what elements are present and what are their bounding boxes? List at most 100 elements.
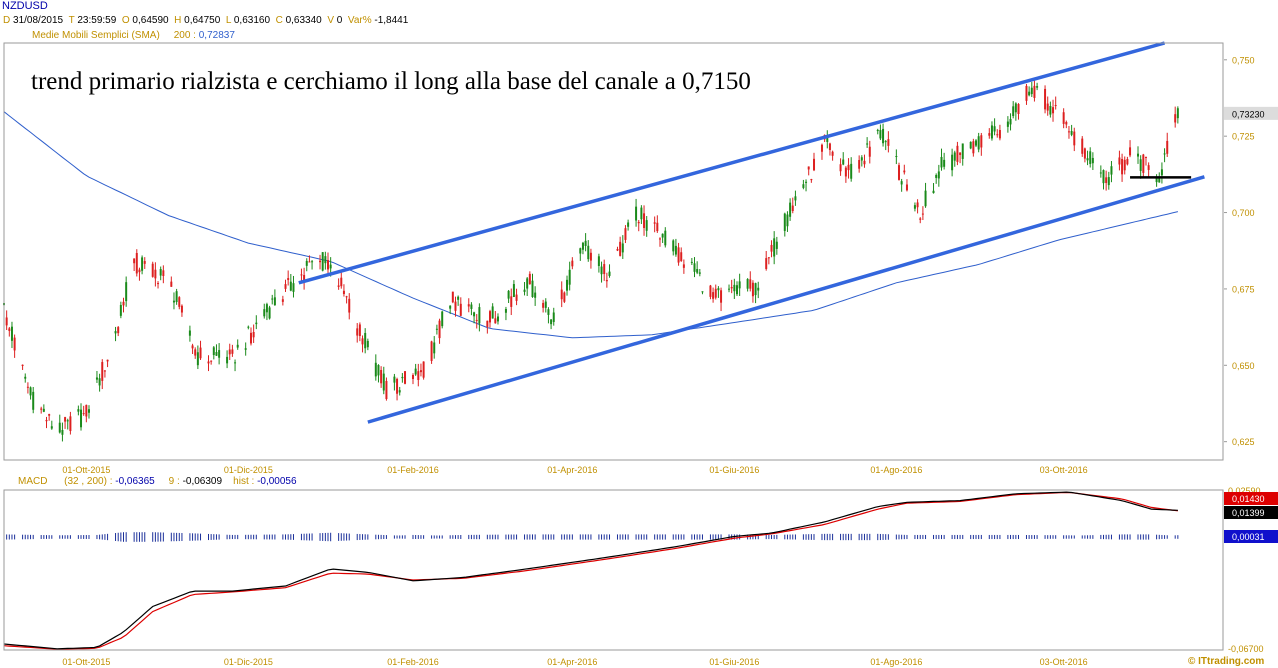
candle-body: [1012, 106, 1015, 117]
candle-body: [913, 205, 916, 209]
candle-body: [13, 337, 16, 351]
candle-body: [661, 233, 664, 238]
candle-body: [935, 175, 938, 178]
candle-body: [621, 243, 624, 253]
last-price-label: 0,73230: [1232, 109, 1265, 119]
candle-body: [866, 143, 869, 145]
candle-body: [5, 317, 8, 326]
candle-body: [215, 352, 218, 356]
candle-body: [119, 304, 122, 316]
candle-body: [879, 130, 882, 139]
candle-body: [1160, 169, 1163, 176]
price-frame: [3, 42, 1224, 461]
price-x-tick-label: 01-Feb-2016: [387, 465, 439, 475]
candle-body: [340, 277, 343, 287]
candle-body: [32, 391, 35, 410]
candle-body: [196, 352, 199, 366]
t-val: 23:59:59: [77, 15, 117, 26]
candle-body: [103, 370, 106, 372]
price-y-tick-label: 0,750: [1232, 55, 1255, 65]
candle-body: [234, 362, 237, 364]
candle-body: [231, 349, 234, 354]
candle-body: [433, 342, 436, 354]
candle-body: [507, 290, 510, 299]
candle-body: [42, 408, 45, 412]
candle-body: [579, 248, 582, 254]
candle-body: [730, 286, 733, 289]
candle-body: [1137, 153, 1140, 157]
candle-body: [643, 213, 646, 229]
candle-body: [749, 279, 752, 289]
trend-annotation: trend primario rialzista e cerchiamo il …: [31, 68, 751, 95]
candle-body: [467, 304, 470, 307]
candle-body: [531, 280, 534, 298]
candle-body: [831, 151, 834, 156]
candle-body: [329, 264, 332, 269]
candle-body: [135, 252, 138, 274]
candle-body: [1073, 131, 1076, 146]
candle-body: [972, 141, 975, 154]
candle-body: [489, 311, 492, 323]
candle-body: [50, 426, 53, 429]
candle-body: [162, 270, 165, 277]
candle-body: [324, 256, 327, 264]
candle-body: [1017, 104, 1020, 114]
candle-body: [587, 245, 590, 260]
candle-body: [414, 368, 417, 375]
candle-body: [40, 408, 43, 410]
candle-body: [897, 165, 900, 180]
candle-body: [178, 297, 181, 307]
var-val: -1,8441: [374, 15, 409, 26]
candle-body: [207, 361, 210, 364]
candle-body: [1033, 85, 1036, 98]
price-y-tick-label: 0,725: [1232, 132, 1255, 142]
candle-body: [783, 213, 786, 231]
candle-body: [311, 261, 314, 263]
candle-body: [515, 294, 518, 301]
candle-body: [303, 275, 306, 283]
candle-body: [919, 218, 922, 220]
candle-body: [106, 359, 109, 362]
h-val: 0,64750: [184, 15, 221, 26]
candle-body: [273, 297, 276, 306]
candle-body: [398, 390, 401, 393]
candle-body: [1174, 114, 1177, 123]
candle-body: [321, 252, 324, 271]
candle-body: [470, 304, 473, 309]
candle-body: [1089, 151, 1092, 164]
candle-body: [430, 341, 433, 361]
candle-body: [1052, 107, 1055, 114]
candle-body: [382, 373, 385, 391]
candle-body: [1147, 165, 1150, 170]
price-panel: [3, 41, 1205, 442]
candle-body: [738, 281, 741, 289]
candle-body: [247, 326, 250, 328]
candle-body: [571, 260, 574, 267]
candle-body: [1014, 103, 1017, 113]
price-x-tick-label: 01-Ago-2016: [870, 465, 922, 475]
candle-body: [1081, 138, 1084, 154]
channel-upper-line: [298, 41, 1166, 285]
candle-body: [810, 179, 813, 181]
candle-body: [1044, 88, 1047, 110]
candle-body: [308, 261, 311, 263]
ohlc-info: D 31/08/2015 T 23:59:59 O 0,64590 H 0,64…: [3, 15, 408, 26]
macd-legend: MACD (32 , 200) : -0,06365 9 : -0,06309 …: [18, 476, 297, 487]
candle-body: [210, 360, 213, 362]
candle-body: [154, 269, 157, 279]
candle-body: [844, 167, 847, 177]
macd-x-tick-label: 01-Ott-2015: [62, 657, 110, 667]
candle-body: [905, 184, 908, 191]
candle-body: [858, 160, 861, 169]
candle-body: [512, 284, 515, 297]
candle-body: [117, 327, 120, 334]
candle-body: [95, 377, 98, 380]
candle-body: [1176, 108, 1179, 119]
candle-body: [990, 125, 993, 139]
candle-body: [284, 284, 287, 289]
price-x-tick-label: 01-Ott-2015: [62, 465, 110, 475]
candle-body: [746, 279, 749, 289]
candle-body: [975, 140, 978, 146]
candle-body: [226, 356, 229, 364]
